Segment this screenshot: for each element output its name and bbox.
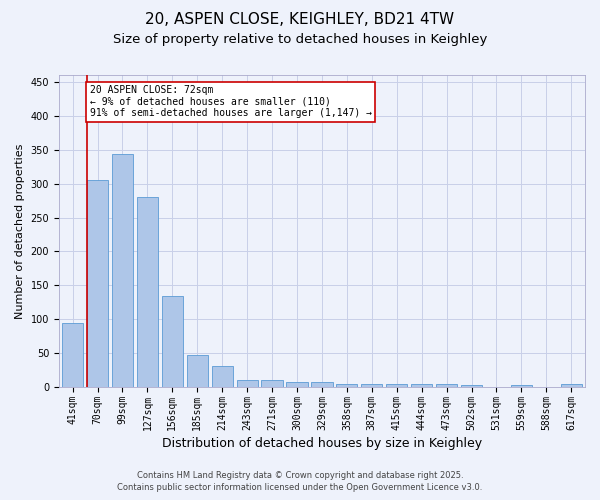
Text: Contains HM Land Registry data © Crown copyright and database right 2025.
Contai: Contains HM Land Registry data © Crown c…: [118, 471, 482, 492]
Y-axis label: Number of detached properties: Number of detached properties: [15, 144, 25, 319]
Text: 20, ASPEN CLOSE, KEIGHLEY, BD21 4TW: 20, ASPEN CLOSE, KEIGHLEY, BD21 4TW: [145, 12, 455, 28]
Bar: [461, 385, 482, 387]
Bar: [212, 366, 233, 387]
Bar: [137, 197, 158, 387]
Bar: [436, 384, 457, 387]
Bar: [87, 180, 108, 387]
Bar: [112, 154, 133, 387]
Bar: [411, 384, 432, 387]
Text: Size of property relative to detached houses in Keighley: Size of property relative to detached ho…: [113, 32, 487, 46]
X-axis label: Distribution of detached houses by size in Keighley: Distribution of detached houses by size …: [162, 437, 482, 450]
Bar: [262, 380, 283, 387]
Bar: [311, 382, 332, 387]
Bar: [560, 384, 582, 387]
Text: 20 ASPEN CLOSE: 72sqm
← 9% of detached houses are smaller (110)
91% of semi-deta: 20 ASPEN CLOSE: 72sqm ← 9% of detached h…: [90, 85, 372, 118]
Bar: [386, 384, 407, 387]
Bar: [236, 380, 258, 387]
Bar: [286, 382, 308, 387]
Bar: [361, 384, 382, 387]
Bar: [336, 384, 358, 387]
Bar: [511, 385, 532, 387]
Bar: [62, 322, 83, 387]
Bar: [187, 356, 208, 387]
Bar: [162, 296, 183, 387]
